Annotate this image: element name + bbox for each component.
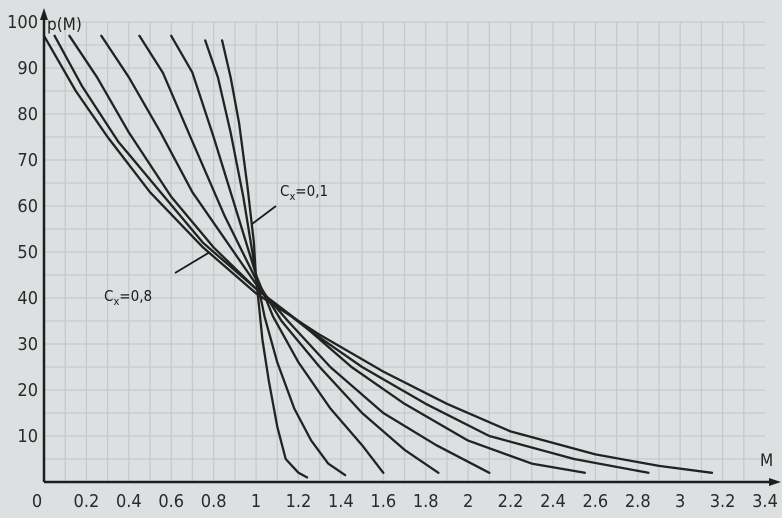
series-line-cx-0-8 bbox=[42, 34, 714, 474]
x-tick-label: 1 bbox=[251, 491, 261, 512]
x-tick-label: 0.6 bbox=[158, 491, 184, 512]
x-tick-label: 0.4 bbox=[116, 491, 142, 512]
x-tick-label: 0.2 bbox=[74, 491, 100, 512]
x-tick-label: 2.4 bbox=[540, 491, 566, 512]
y-axis-arrow bbox=[40, 8, 48, 20]
curves bbox=[42, 34, 714, 479]
y-tick-label: 60 bbox=[17, 196, 38, 217]
y-axis-label: p(M) bbox=[47, 15, 82, 35]
tick-labels: 0 0.2 0.4 0.6 0.8 1 1.2 1.4 1.6 1.8 2 2.2 2.4 2.6 2.8 3… bbox=[7, 12, 778, 512]
annotation-leader-cx08 bbox=[174, 251, 211, 274]
axes bbox=[40, 8, 781, 486]
series-line-cx-0-6 bbox=[68, 34, 586, 474]
x-tick-label: 3.2 bbox=[710, 491, 736, 512]
x-tick-label: 2 bbox=[463, 491, 473, 512]
x-tick-label: 1.4 bbox=[328, 491, 354, 512]
x-tick-label: 3.4 bbox=[752, 491, 778, 512]
x-tick-label: 0 bbox=[32, 491, 42, 512]
x-axis-arrow bbox=[769, 478, 781, 486]
x-tick-label: 3 bbox=[675, 491, 685, 512]
y-tick-label: 10 bbox=[17, 426, 38, 447]
x-axis-label: M bbox=[760, 451, 773, 471]
x-tick-label: 1.2 bbox=[286, 491, 312, 512]
x-tick-label: 0.8 bbox=[201, 491, 227, 512]
annotation-cx08: Cx=0,8 bbox=[104, 287, 152, 308]
annotation-cx01: Cx=0,1 bbox=[280, 182, 328, 203]
y-tick-label: 70 bbox=[17, 150, 38, 171]
y-tick-label: 50 bbox=[17, 242, 38, 263]
x-tick-label: 2.2 bbox=[498, 491, 524, 512]
x-tick-label: 1.8 bbox=[413, 491, 439, 512]
x-tick-label: 1.6 bbox=[370, 491, 396, 512]
y-tick-label: 80 bbox=[17, 104, 38, 125]
series-line-cx-0-5 bbox=[100, 34, 491, 474]
y-tick-label: 30 bbox=[17, 334, 38, 355]
annotation-leader-cx01 bbox=[251, 205, 277, 225]
grid bbox=[44, 21, 765, 482]
series-line-cx-0-4 bbox=[138, 34, 440, 474]
x-tick-label: 2.8 bbox=[625, 491, 651, 512]
y-tick-label: 40 bbox=[17, 288, 38, 309]
y-tick-label: 20 bbox=[17, 380, 38, 401]
series-line-cx-0-2 bbox=[204, 39, 347, 477]
y-tick-label: 90 bbox=[17, 58, 38, 79]
y-tick-label: 100 bbox=[7, 12, 38, 33]
series-line-cx-0-1 bbox=[220, 39, 309, 479]
x-tick-label: 2.6 bbox=[582, 491, 608, 512]
